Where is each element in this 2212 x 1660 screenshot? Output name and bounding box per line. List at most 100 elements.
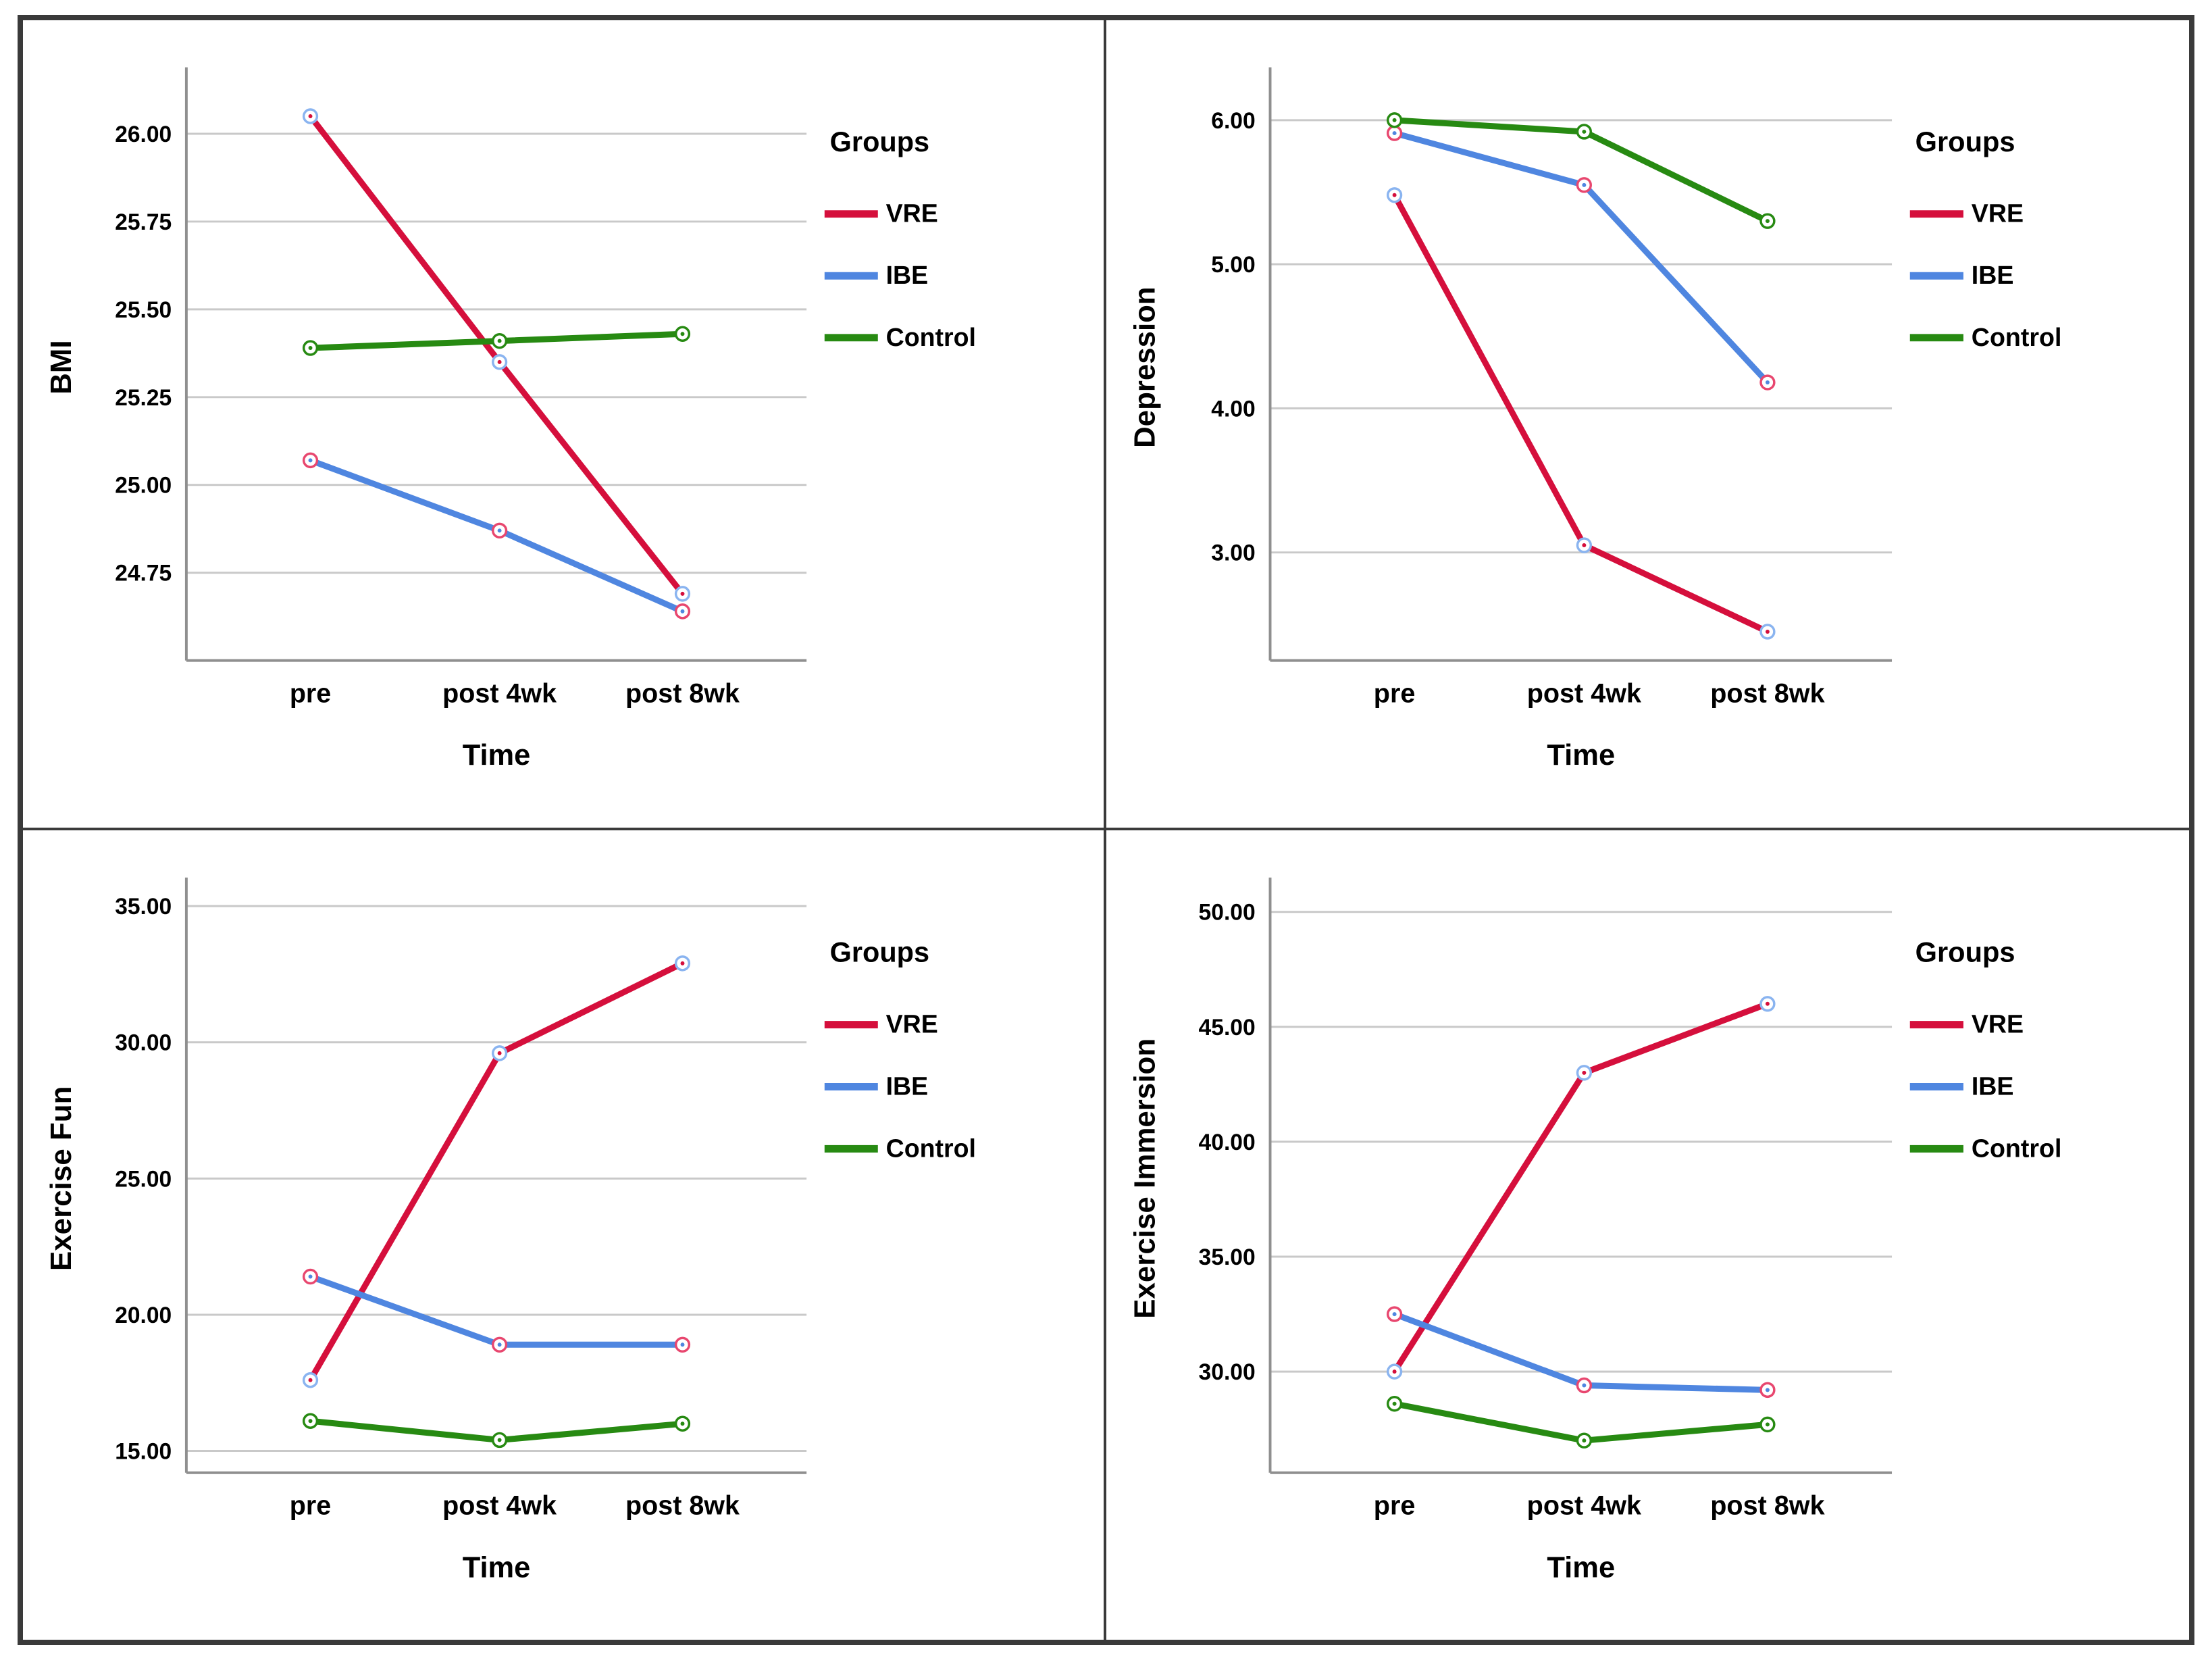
x-category-label: post 4wk xyxy=(1526,1490,1641,1520)
x-category-label: post 8wk xyxy=(1710,678,1825,708)
panel-exercise-immersion: 30.00 35.00 40.00 45.00 50.00 Exercise Immers… xyxy=(1106,830,2189,1640)
marker-dot-ibe xyxy=(497,528,502,533)
marker-dot-vre xyxy=(497,359,502,364)
marker-dot-vre xyxy=(1581,1070,1586,1075)
legend-label-ibe: IBE xyxy=(1971,1072,2013,1101)
x-category-label: post 8wk xyxy=(625,1490,740,1520)
marker-dot-vre xyxy=(680,591,685,596)
y-tick-label: 15.00 xyxy=(115,1438,172,1464)
figure-grid: 24.75 25.00 25.25 25.50 25.75 26.00 BMI pre post… xyxy=(18,15,2194,1645)
legend-label-vre: VRE xyxy=(1971,199,2023,228)
marker-dot-ibe xyxy=(680,1342,685,1347)
y-tick-label: 3.00 xyxy=(1211,540,1255,566)
marker-dot-vre xyxy=(1392,1369,1397,1374)
marker-dot-vre xyxy=(308,1378,313,1382)
series-line-ibe xyxy=(1391,130,1770,386)
legend-label-ibe: IBE xyxy=(886,261,929,289)
y-tick-label: 5.00 xyxy=(1211,252,1255,278)
marker-dot-ibe xyxy=(1392,1311,1397,1316)
y-tick-label: 4.00 xyxy=(1211,396,1255,422)
legend-title: Groups xyxy=(1915,126,2015,157)
legend-label-control: Control xyxy=(1971,1134,2061,1163)
chart-depression: 3.00 4.00 5.00 6.00 Depression pre post 4wk pos… xyxy=(1128,67,2061,772)
y-tick-label: 30.00 xyxy=(115,1030,172,1055)
x-axis-label: Time xyxy=(1547,738,1615,772)
x-axis-label: Time xyxy=(463,739,531,772)
marker-dot-control xyxy=(308,1418,313,1423)
marker-dot-ibe xyxy=(308,1274,313,1279)
x-category-label: pre xyxy=(290,1490,331,1520)
marker-dot-ibe xyxy=(1765,380,1770,385)
legend-label-vre: VRE xyxy=(1971,1010,2023,1038)
y-axis-label: Exercise Immersion xyxy=(1128,1038,1161,1318)
x-category-label: post 4wk xyxy=(442,1490,557,1520)
marker-dot-control xyxy=(308,346,313,351)
y-axis-label: Depression xyxy=(1128,286,1161,447)
y-tick-label: 25.25 xyxy=(115,385,172,411)
marker-dot-control xyxy=(680,1421,685,1426)
legend-label-vre: VRE xyxy=(886,199,938,227)
series-line-vre xyxy=(1391,1000,1770,1375)
marker-dot-vre xyxy=(680,961,685,965)
x-category-label: pre xyxy=(1373,678,1415,708)
marker-dot-control xyxy=(1392,1401,1397,1406)
panel-bmi: 24.75 25.00 25.25 25.50 25.75 26.00 BMI pre post… xyxy=(23,20,1106,830)
y-tick-label: 35.00 xyxy=(115,893,172,919)
panel-exercise-fun: 15.00 20.00 25.00 30.00 35.00 Exercise Fun pre… xyxy=(23,830,1106,1640)
y-tick-label: 26.00 xyxy=(115,122,172,147)
legend-label-control: Control xyxy=(886,323,976,351)
marker-dot-ibe xyxy=(1392,131,1397,136)
legend-title: Groups xyxy=(830,936,929,967)
x-category-label: pre xyxy=(290,678,331,708)
marker-dot-control xyxy=(1392,118,1397,122)
legend-label-ibe: IBE xyxy=(886,1072,929,1100)
marker-dot-control xyxy=(1581,1438,1586,1442)
y-tick-label: 35.00 xyxy=(1198,1244,1255,1269)
marker-dot-ibe xyxy=(1765,1387,1770,1392)
marker-dot-vre xyxy=(1581,543,1586,548)
legend-label-control: Control xyxy=(1971,323,2061,351)
x-category-label: post 4wk xyxy=(442,678,557,708)
x-axis-label: Time xyxy=(463,1551,531,1584)
marker-dot-control xyxy=(497,1437,502,1442)
chart-exercise-immersion: 30.00 35.00 40.00 45.00 50.00 Exercise Immers… xyxy=(1128,877,2061,1584)
y-tick-label: 20.00 xyxy=(115,1302,172,1328)
y-tick-label: 50.00 xyxy=(1198,899,1255,925)
panel-depression: 3.00 4.00 5.00 6.00 Depression pre post 4wk pos… xyxy=(1106,20,2189,830)
marker-dot-ibe xyxy=(1581,182,1586,187)
x-category-label: post 4wk xyxy=(1526,678,1641,708)
y-tick-label: 25.00 xyxy=(115,473,172,499)
y-tick-label: 25.00 xyxy=(115,1166,172,1192)
y-tick-label: 25.75 xyxy=(115,209,172,235)
marker-dot-vre xyxy=(497,1051,502,1055)
y-tick-label: 40.00 xyxy=(1198,1129,1255,1155)
x-category-label: post 8wk xyxy=(625,678,740,708)
series-line-vre xyxy=(1391,192,1770,635)
series-line-vre xyxy=(307,959,686,1383)
legend-label-control: Control xyxy=(886,1134,976,1162)
marker-dot-ibe xyxy=(308,458,313,463)
y-tick-label: 24.75 xyxy=(115,561,172,586)
marker-dot-control xyxy=(1581,129,1586,134)
marker-dot-control xyxy=(1765,1422,1770,1426)
x-category-label: post 8wk xyxy=(1710,1490,1825,1520)
marker-dot-ibe xyxy=(680,609,685,613)
legend-title: Groups xyxy=(830,126,929,157)
marker-dot-ibe xyxy=(497,1342,502,1347)
x-category-label: pre xyxy=(1373,1490,1415,1520)
chart-bmi: 24.75 25.00 25.25 25.50 25.75 26.00 BMI pre post… xyxy=(45,67,976,772)
marker-dot-vre xyxy=(1765,629,1770,634)
chart-exercise-fun: 15.00 20.00 25.00 30.00 35.00 Exercise Fun pre… xyxy=(45,877,976,1584)
y-axis-label: Exercise Fun xyxy=(45,1086,78,1271)
legend-label-vre: VRE xyxy=(886,1009,938,1038)
legend-label-ibe: IBE xyxy=(1971,261,2013,289)
marker-dot-control xyxy=(1765,219,1770,224)
marker-dot-vre xyxy=(1392,193,1397,197)
y-tick-label: 30.00 xyxy=(1198,1359,1255,1384)
marker-dot-vre xyxy=(1765,1001,1770,1006)
marker-dot-ibe xyxy=(1581,1383,1586,1388)
y-axis-label: BMI xyxy=(45,341,78,395)
legend-title: Groups xyxy=(1915,936,2015,967)
x-axis-label: Time xyxy=(1547,1551,1615,1584)
